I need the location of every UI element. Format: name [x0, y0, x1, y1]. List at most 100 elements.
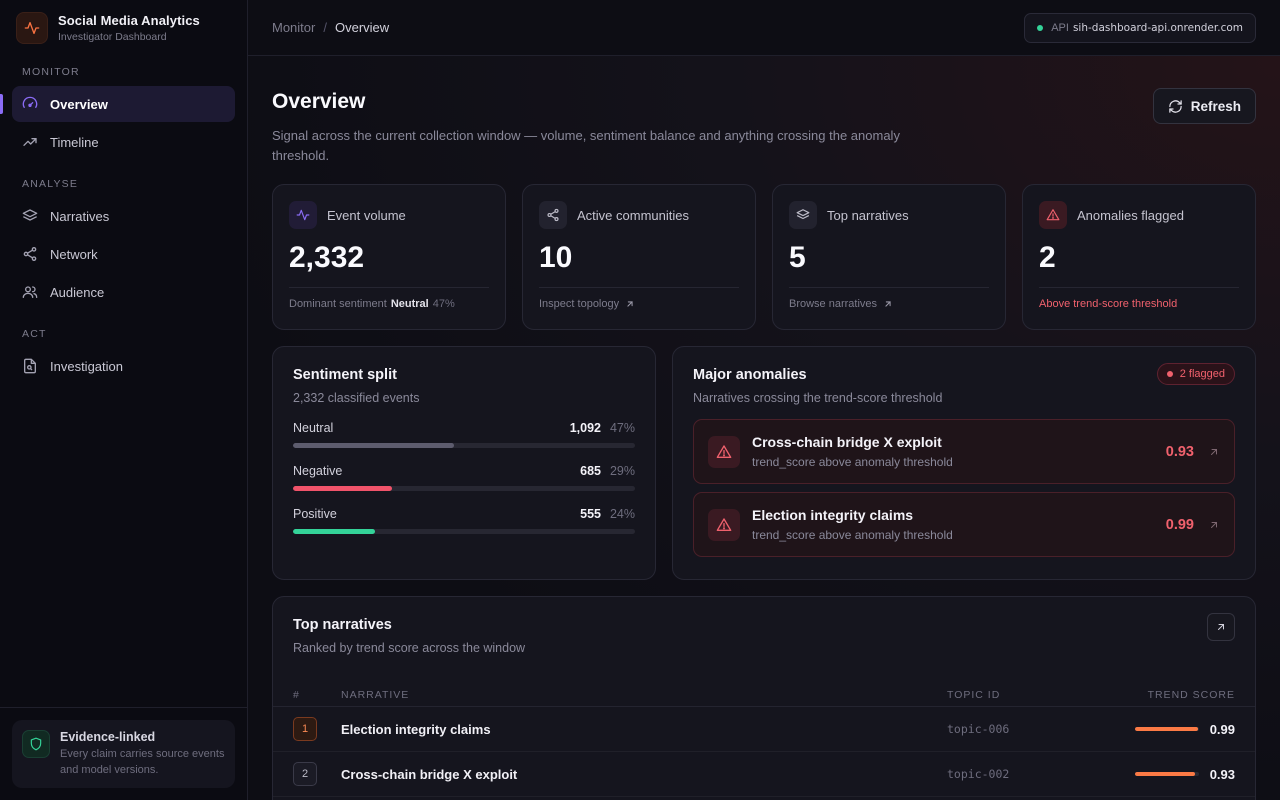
- evidence-title: Evidence-linked: [60, 730, 156, 744]
- sidebar-item-label: Investigation: [50, 358, 123, 374]
- share-icon: [23, 247, 37, 261]
- layers-icon: [789, 201, 817, 229]
- sidebar-item-investigation[interactable]: Investigation: [12, 348, 235, 384]
- trending-up-icon: [23, 138, 37, 146]
- stat-value: 2,332: [289, 241, 365, 274]
- stat-label: Event volume: [327, 207, 406, 223]
- sidebar-item-label: Audience: [50, 284, 105, 300]
- sentiment-bar: [293, 443, 454, 448]
- brand[interactable]: Social Media Analytics Investigator Dash…: [0, 0, 247, 56]
- sidebar: Social Media Analytics Investigator Dash…: [0, 0, 248, 800]
- activity-icon: [289, 201, 317, 229]
- narrative-name: Cross-chain bridge X exploit: [341, 766, 518, 782]
- sidebar-item-timeline[interactable]: Timeline: [12, 124, 235, 160]
- anomaly-score: 0.93: [1165, 443, 1194, 460]
- refresh-label: Refresh: [1190, 98, 1241, 114]
- api-label: API: [1051, 21, 1069, 34]
- open-narratives-button[interactable]: [1207, 613, 1235, 641]
- sidebar-item-label: Overview: [50, 96, 108, 112]
- sidebar-item-overview[interactable]: Overview: [0, 86, 235, 122]
- anomaly-description: trend_score above anomaly threshold: [752, 455, 953, 469]
- anomaly-score: 0.99: [1165, 516, 1194, 533]
- breadcrumb: Monitor / Overview: [272, 20, 390, 35]
- inspect-topology-link[interactable]: Inspect topology: [539, 298, 739, 310]
- sentiment-row-positive: Positive 555 24%: [293, 507, 635, 534]
- arrow-up-right-icon[interactable]: [1208, 519, 1220, 531]
- alert-triangle-icon: [708, 435, 740, 468]
- layers-icon: [22, 209, 38, 221]
- stat-card-anomalies-flagged: Anomalies flagged 2 Above trend-score th…: [1022, 184, 1256, 330]
- stat-footer: Dominant sentiment Neutral 47%: [289, 298, 455, 310]
- page-title: Overview: [272, 90, 366, 113]
- main-content: Monitor / Overview API sih-dashboard-api.o…: [248, 0, 1280, 800]
- table-header: # NARRATIVE TOPIC ID TREND SCORE: [273, 683, 1255, 707]
- rank-badge: 1: [293, 717, 317, 741]
- stat-label: Anomalies flagged: [1077, 207, 1184, 223]
- refresh-icon: [1168, 99, 1182, 113]
- alert-triangle-icon: [708, 508, 740, 541]
- stat-card-active-communities: Active communities 10 Inspect topology: [522, 184, 756, 330]
- anomaly-description: trend_score above anomaly threshold: [752, 528, 953, 542]
- stat-footer-warning: Above trend-score threshold: [1039, 298, 1178, 310]
- api-status-pill: API sih-dashboard-api.onrender.com: [1024, 12, 1256, 43]
- sidebar-footer: Evidence-linked Every claim carries sour…: [0, 707, 247, 800]
- card-title: Major anomalies: [693, 367, 807, 383]
- nav-section-analyse: ANALYSE: [22, 178, 79, 190]
- trend-score-bar: [1135, 772, 1195, 776]
- top-narratives-card: Top narratives Ranked by trend score acr…: [272, 596, 1256, 800]
- arrow-up-right-icon: [627, 301, 633, 307]
- sentiment-row-negative: Negative 685 29%: [293, 464, 635, 491]
- narrative-name: Election integrity claims: [341, 721, 491, 737]
- table-row[interactable]: 1 Election integrity claims topic-006 0.…: [273, 707, 1255, 752]
- arrow-up-right-icon: [1218, 624, 1224, 630]
- stat-value: 5: [789, 241, 806, 274]
- sidebar-item-network[interactable]: Network: [12, 236, 235, 272]
- file-search-icon: [24, 358, 36, 374]
- stat-card-top-narratives: Top narratives 5 Browse narratives: [772, 184, 1006, 330]
- status-badge: 2 flagged: [1156, 363, 1235, 385]
- sentiment-bar: [293, 486, 393, 491]
- card-title: Top narratives: [293, 617, 392, 633]
- alert-triangle-icon: [1039, 201, 1067, 229]
- table-row[interactable]: 2 Cross-chain bridge X exploit topic-002…: [273, 752, 1255, 797]
- stat-label: Top narratives: [827, 207, 909, 223]
- stat-value: 2: [1039, 241, 1056, 274]
- page-description: Signal across the current collection win…: [272, 128, 900, 163]
- sidebar-item-label: Timeline: [50, 134, 99, 150]
- sidebar-item-label: Narratives: [50, 208, 110, 224]
- activity-icon: [16, 12, 48, 44]
- topbar: Monitor / Overview API sih-dashboard-api.o…: [248, 0, 1280, 56]
- gauge-icon: [22, 96, 38, 108]
- sentiment-row-neutral: Neutral 1,092 47%: [293, 421, 635, 448]
- sidebar-item-label: Network: [50, 246, 98, 262]
- stat-value: 10: [539, 241, 573, 274]
- evidence-description: Every claim carries source events and mo…: [60, 748, 225, 776]
- breadcrumb-overview: Overview: [334, 20, 390, 35]
- anomaly-item[interactable]: Cross-chain bridge X exploit trend_score…: [693, 419, 1235, 484]
- arrow-up-right-icon[interactable]: [1208, 446, 1220, 458]
- refresh-button[interactable]: Refresh: [1152, 88, 1256, 124]
- card-subtitle: Narratives crossing the trend-score thre…: [693, 391, 943, 405]
- sentiment-split-card: Sentiment split 2,332 classified events …: [272, 346, 656, 580]
- anomaly-title: Cross-chain bridge X exploit: [752, 434, 942, 450]
- sidebar-item-narratives[interactable]: Narratives: [12, 198, 235, 234]
- users-icon: [22, 286, 38, 298]
- sidebar-item-audience[interactable]: Audience: [12, 274, 235, 310]
- rank-badge: 2: [293, 762, 317, 786]
- stat-card-event-volume: Event volume 2,332 Dominant sentiment Neu…: [272, 184, 506, 330]
- evidence-card: Evidence-linked Every claim carries sour…: [12, 720, 235, 788]
- card-title: Sentiment split: [293, 367, 397, 383]
- page-header: Overview Signal across the current colle…: [272, 90, 932, 166]
- shield-icon: [22, 730, 50, 758]
- arrow-up-right-icon: [885, 301, 891, 307]
- api-host: sih-dashboard-api.onrender.com: [1072, 21, 1243, 34]
- brand-subtitle: Investigator Dashboard: [58, 31, 167, 43]
- stat-label: Active communities: [577, 207, 689, 223]
- trend-score: 0.99: [1209, 721, 1235, 737]
- browse-narratives-link[interactable]: Browse narratives: [789, 298, 989, 310]
- nav-section-act: ACT: [22, 328, 47, 340]
- breadcrumb-monitor[interactable]: Monitor: [272, 20, 316, 35]
- anomaly-title: Election integrity claims: [752, 507, 914, 523]
- anomaly-item[interactable]: Election integrity claims trend_score ab…: [693, 492, 1235, 557]
- topic-id: topic-006: [947, 722, 1010, 736]
